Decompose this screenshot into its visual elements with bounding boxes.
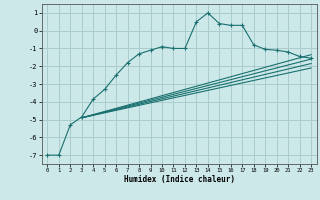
X-axis label: Humidex (Indice chaleur): Humidex (Indice chaleur): [124, 175, 235, 184]
